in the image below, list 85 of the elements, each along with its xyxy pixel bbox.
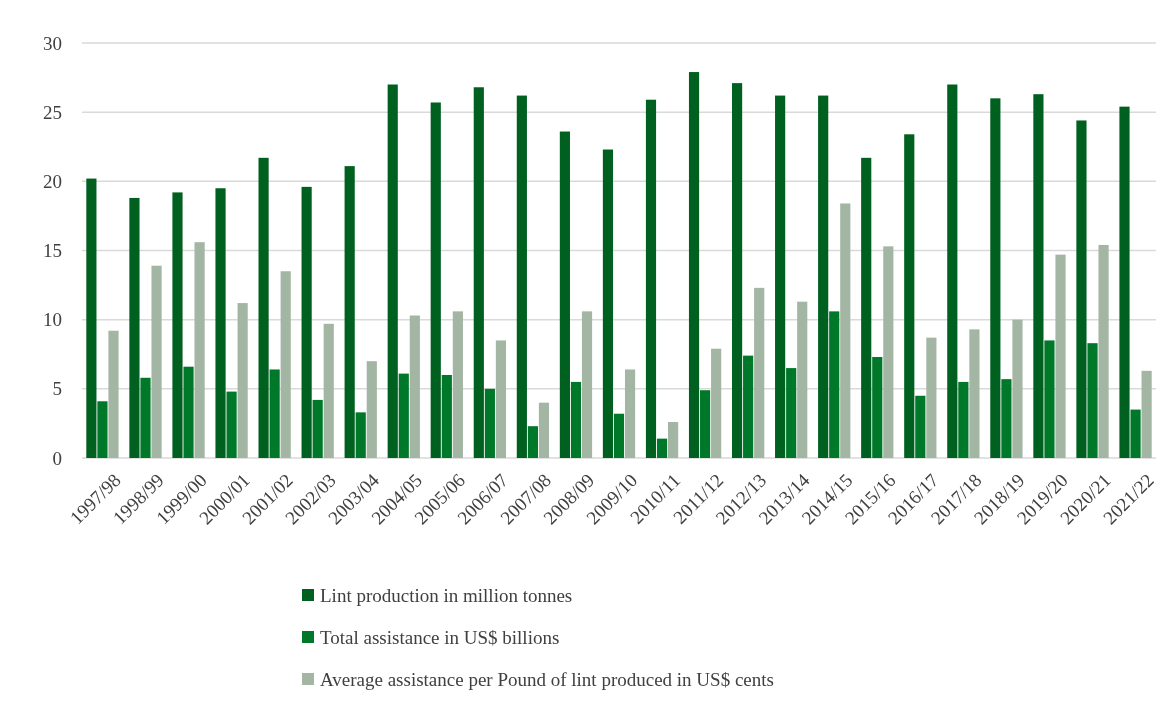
bar xyxy=(97,401,108,458)
bar xyxy=(129,197,140,458)
bar xyxy=(398,373,409,458)
y-tick-label: 25 xyxy=(43,101,62,123)
bar xyxy=(538,402,550,458)
bar xyxy=(441,375,452,458)
bar xyxy=(1055,254,1066,458)
bar xyxy=(409,315,420,458)
bar xyxy=(559,131,570,458)
bar xyxy=(1076,120,1087,458)
bar xyxy=(581,311,593,458)
bar xyxy=(1130,409,1141,458)
bar xyxy=(495,340,506,458)
bar xyxy=(926,337,937,458)
bar xyxy=(215,188,226,458)
bar xyxy=(86,178,97,458)
bar xyxy=(473,87,484,458)
y-tick-label: 0 xyxy=(52,447,62,469)
bar xyxy=(258,157,269,458)
bar xyxy=(1141,370,1152,458)
bar xyxy=(969,329,980,458)
bar xyxy=(108,330,119,458)
bar xyxy=(1012,319,1023,458)
bar xyxy=(1001,379,1012,458)
legend-label: Total assistance in US$ billions xyxy=(320,626,560,648)
bar xyxy=(624,369,636,458)
y-tick-label: 5 xyxy=(52,378,62,400)
bar xyxy=(194,242,205,458)
bar xyxy=(613,413,625,458)
bar xyxy=(183,366,194,458)
bar xyxy=(904,134,915,458)
bar xyxy=(151,265,162,458)
bar xyxy=(387,84,398,458)
legend-label: Lint production in million tonnes xyxy=(320,584,573,606)
bar xyxy=(430,102,441,458)
bar xyxy=(1033,94,1044,458)
bar xyxy=(323,323,334,458)
bar xyxy=(688,72,700,458)
bar xyxy=(668,422,679,458)
bar xyxy=(140,377,151,458)
bar xyxy=(872,357,883,458)
bar xyxy=(915,395,926,458)
bar xyxy=(645,99,657,458)
bar xyxy=(226,391,237,458)
bar xyxy=(1087,343,1098,458)
bar xyxy=(829,311,840,458)
bar xyxy=(237,303,248,458)
bar xyxy=(743,355,754,458)
bar xyxy=(775,95,786,458)
bar xyxy=(516,95,527,458)
bar xyxy=(280,271,291,458)
bar xyxy=(570,381,582,458)
bar xyxy=(990,98,1001,458)
bar xyxy=(958,381,969,458)
y-tick-label: 20 xyxy=(43,170,62,192)
bar xyxy=(754,287,765,458)
bar xyxy=(861,157,872,458)
bar xyxy=(452,311,463,458)
legend-label: Average assistance per Pound of lint produced in US$ cents xyxy=(320,668,774,690)
bar xyxy=(344,166,355,458)
bar xyxy=(711,348,722,458)
bar xyxy=(355,412,366,458)
bar xyxy=(797,301,808,458)
y-tick-label: 30 xyxy=(43,32,62,54)
bar xyxy=(947,84,958,458)
bar xyxy=(1119,106,1130,458)
bar xyxy=(883,246,894,458)
bar xyxy=(786,368,797,458)
bar xyxy=(818,95,829,458)
bar xyxy=(484,388,495,458)
bar xyxy=(172,192,183,458)
bar xyxy=(269,369,280,458)
bar xyxy=(656,438,668,458)
bar xyxy=(840,203,851,458)
y-tick-label: 15 xyxy=(43,240,62,262)
bar xyxy=(366,361,377,458)
bar xyxy=(1044,340,1055,458)
y-tick-label: 10 xyxy=(43,309,62,331)
bar xyxy=(1098,244,1109,458)
bar xyxy=(602,149,614,458)
bar xyxy=(301,186,312,458)
bar xyxy=(732,83,743,458)
bar xyxy=(700,390,711,458)
bar xyxy=(527,426,538,458)
bar xyxy=(312,399,323,458)
